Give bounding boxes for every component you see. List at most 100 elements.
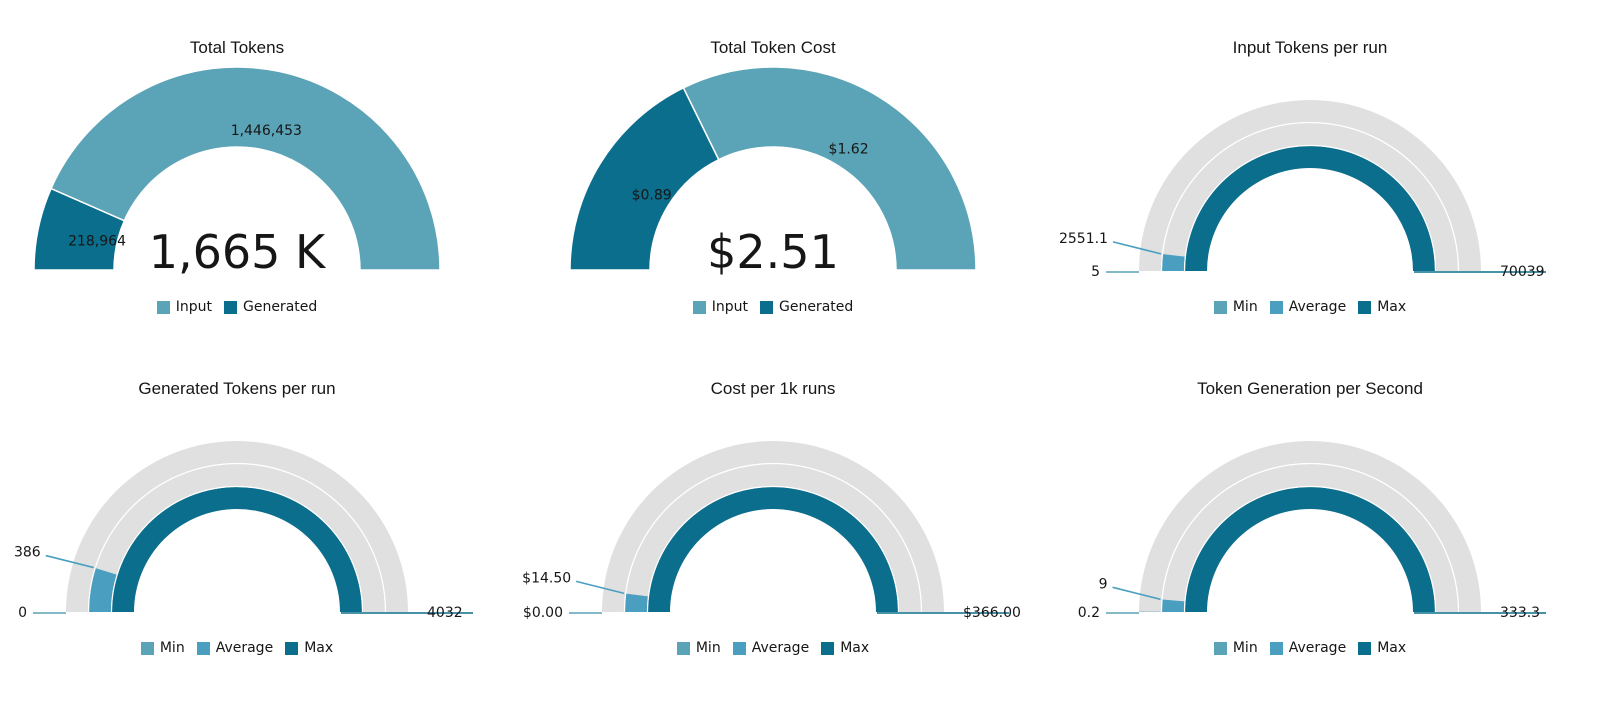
ring-separator: [1183, 485, 1437, 613]
leader-average: [1112, 241, 1162, 255]
bar-max: [1185, 146, 1435, 271]
legend-item-input[interactable]: Input: [692, 299, 748, 315]
legend-swatch-generated: [759, 300, 773, 314]
legend-swatch-min: [676, 641, 690, 655]
chart-title: Total Token Cost: [710, 38, 836, 57]
legend-swatch-max: [285, 641, 299, 655]
bar-average: [1162, 599, 1185, 612]
input-tokens-per-run-chart: Input Tokens per run 5 2551.1 70039 Min Av…: [1050, 0, 1570, 340]
total-tokens-chart: Total Tokens 218,964 1,446,453 1,665 K Inp…: [0, 0, 497, 340]
label-max: 4032: [427, 605, 463, 621]
legend-swatch-average: [196, 641, 210, 655]
bar-average: [625, 593, 648, 612]
chart-legend: Min Average Max: [1050, 299, 1570, 315]
legend-item-max[interactable]: Max: [285, 640, 333, 656]
bar-max: [112, 487, 362, 612]
legend-label: Max: [840, 640, 870, 656]
track-min: [1139, 441, 1481, 612]
radial-gauge-svg: 0 386 4032: [14, 441, 473, 621]
chart-title: Generated Tokens per run: [138, 379, 336, 398]
label-max: 333.3: [1500, 605, 1540, 621]
track-min: [1139, 100, 1481, 271]
legend-item-generated[interactable]: Generated: [223, 299, 318, 315]
cost-per-1k-runs-chart: Cost per 1k runs $0.00 $14.50 $366.00 Min …: [513, 341, 1033, 681]
chart-title: Cost per 1k runs: [710, 379, 836, 398]
legend-swatch-generated: [223, 300, 237, 314]
track-min: [602, 441, 944, 612]
bar-max: [648, 487, 898, 612]
legend-swatch-average: [1269, 300, 1283, 314]
legend-item-max[interactable]: Max: [1358, 640, 1406, 656]
label-min: 5: [1091, 264, 1100, 280]
track-average: [89, 464, 385, 612]
track-min: [66, 441, 408, 612]
total-value: $2.51: [707, 225, 839, 279]
legend-item-average[interactable]: Average: [196, 640, 274, 656]
chart-title: Input Tokens per run: [1232, 38, 1388, 57]
slice-label: $0.89: [632, 187, 672, 203]
track-average: [625, 464, 921, 612]
bar-max: [1185, 487, 1435, 612]
legend-swatch-max: [1358, 300, 1372, 314]
leader-average: [575, 580, 625, 595]
ring-separator: [87, 462, 387, 613]
total-token-cost-chart: Total Token Cost $0.89 $1.62 $2.51 Input G…: [513, 0, 1033, 340]
legend-item-average[interactable]: Average: [1269, 299, 1347, 315]
legend-label: Min: [159, 640, 185, 656]
legend-item-min[interactable]: Min: [1213, 299, 1258, 315]
ring-separator: [1183, 144, 1437, 272]
slice-label: 1,446,453: [231, 123, 302, 139]
label-min: 0.2: [1078, 605, 1100, 621]
legend-item-min[interactable]: Min: [676, 640, 721, 656]
legend-item-max[interactable]: Max: [821, 640, 869, 656]
radial-gauge-svg: $0.00 $14.50 $366.00: [522, 441, 1021, 621]
chart-title: Total Tokens: [189, 38, 285, 57]
generated-tokens-per-run-chart: Generated Tokens per run 0 386 4032 Min Av…: [0, 341, 497, 681]
legend-item-average[interactable]: Average: [1269, 640, 1347, 656]
legend-swatch-average: [1269, 641, 1283, 655]
legend-swatch-max: [1358, 641, 1372, 655]
label-average: $14.50: [522, 570, 571, 586]
legend-label: Average: [1288, 640, 1347, 656]
label-min: 0: [18, 605, 27, 621]
legend-label: Generated: [242, 299, 318, 315]
chart-legend: Min Average Max: [0, 640, 497, 656]
legend-swatch-min: [140, 641, 154, 655]
legend-label: Average: [751, 640, 810, 656]
slice-generated: [569, 86, 720, 271]
legend-label: Min: [1232, 299, 1258, 315]
chart-legend: Min Average Max: [513, 640, 1033, 656]
slice-input: [682, 66, 977, 271]
legend-swatch-average: [732, 641, 746, 655]
legend-label: Input: [175, 299, 212, 315]
legend-label: Generated: [778, 299, 854, 315]
chart-legend: Min Average Max: [1050, 640, 1570, 656]
legend-label: Average: [1288, 299, 1347, 315]
legend-item-min[interactable]: Min: [140, 640, 185, 656]
total-value: 1,665 K: [149, 225, 327, 279]
legend-item-min[interactable]: Min: [1213, 640, 1258, 656]
legend-label: Max: [1377, 299, 1407, 315]
ring-separator: [623, 462, 923, 613]
legend-swatch-min: [1213, 300, 1227, 314]
legend-label: Average: [215, 640, 274, 656]
legend-item-input[interactable]: Input: [156, 299, 212, 315]
legend-item-average[interactable]: Average: [732, 640, 810, 656]
chart-title: Token Generation per Second: [1197, 379, 1423, 398]
label-average: 2551.1: [1059, 231, 1108, 247]
legend-item-max[interactable]: Max: [1358, 299, 1406, 315]
legend-item-generated[interactable]: Generated: [759, 299, 854, 315]
legend-swatch-input: [156, 300, 170, 314]
label-average: 386: [14, 545, 41, 561]
slice-input: [50, 66, 441, 271]
chart-legend: Input Generated: [513, 299, 1033, 315]
leader-average: [45, 554, 94, 569]
legend-swatch-max: [821, 641, 835, 655]
ring-separator: [1160, 462, 1460, 613]
legend-swatch-input: [692, 300, 706, 314]
label-max: $366.00: [963, 605, 1021, 621]
bar-average: [1162, 254, 1185, 271]
legend-label: Max: [304, 640, 334, 656]
token-generation-per-second-chart: Token Generation per Second 0.2 9 333.3 Mi…: [1050, 341, 1570, 681]
radial-gauge-svg: 0.2 9 333.3: [1078, 441, 1546, 621]
